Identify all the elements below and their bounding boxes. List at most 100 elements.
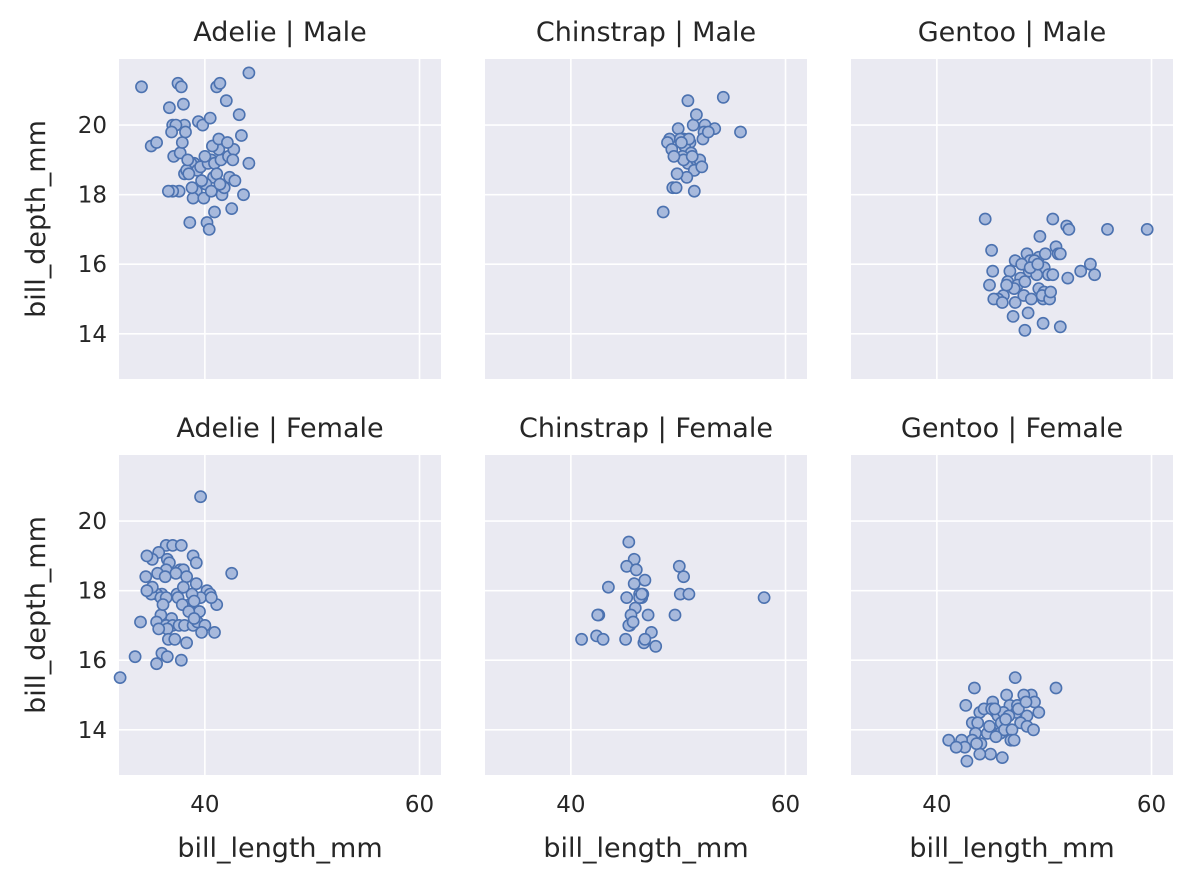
data-point [1005, 723, 1019, 737]
data-point [219, 94, 233, 108]
data-point [641, 608, 655, 622]
data-point [1046, 212, 1060, 226]
data-point [670, 167, 684, 181]
panel-title: Gentoo | Male [918, 17, 1107, 48]
data-point [635, 587, 649, 601]
data-point [1000, 688, 1013, 702]
data-point [1007, 733, 1021, 747]
data-point [140, 549, 154, 563]
data-point [757, 591, 771, 604]
data-point [1140, 222, 1154, 236]
data-point [195, 625, 208, 639]
data-point [983, 719, 996, 733]
data-point [204, 591, 218, 604]
data-point [638, 573, 652, 587]
data-point [186, 191, 200, 205]
data-point [1088, 268, 1101, 282]
data-point [949, 740, 963, 754]
data-point [674, 136, 688, 149]
data-point [163, 101, 176, 115]
panel-background [851, 455, 1173, 775]
data-point [160, 650, 174, 664]
data-point [626, 615, 640, 629]
data-point [150, 136, 163, 149]
y-axis-label: bill_depth_mm [21, 516, 52, 714]
x-axis-label: bill_length_mm [543, 833, 748, 864]
data-point [973, 747, 987, 761]
data-point [1006, 309, 1020, 323]
data-point [1049, 681, 1063, 695]
data-point [984, 747, 997, 761]
data-point [627, 577, 641, 591]
x-axis-label: bill_length_mm [909, 833, 1114, 864]
data-point [221, 136, 234, 149]
data-point [179, 125, 192, 139]
data-point [671, 122, 685, 135]
data-point [983, 278, 996, 292]
data-point [183, 216, 197, 229]
data-point [1053, 247, 1067, 261]
data-point [681, 94, 695, 108]
data-point [629, 563, 643, 577]
y-axis-label: bill_depth_mm [21, 120, 52, 318]
data-point [128, 650, 142, 664]
x-tick-label: 40 [190, 792, 219, 818]
data-point [701, 125, 715, 139]
y-tick-label: 20 [78, 113, 107, 139]
data-point [988, 702, 1002, 716]
data-point [1021, 306, 1035, 320]
y-tick-label: 20 [78, 509, 107, 535]
data-point [208, 205, 221, 219]
x-tick-label: 60 [1137, 792, 1166, 818]
data-point [169, 566, 183, 580]
data-point [995, 296, 1009, 309]
data-point [195, 174, 208, 188]
data-point [686, 118, 700, 132]
data-point [242, 156, 256, 170]
data-point [1038, 247, 1052, 261]
data-point [985, 243, 998, 257]
data-point [1008, 671, 1022, 684]
data-point [667, 150, 681, 163]
x-axis-label: bill_length_mm [177, 833, 382, 864]
data-point [165, 125, 178, 139]
data-point [970, 737, 983, 751]
panel-title: Gentoo | Female [901, 413, 1123, 444]
x-tick-label: 40 [922, 792, 951, 818]
data-point [213, 76, 227, 90]
data-point [208, 625, 221, 639]
data-point [174, 539, 188, 552]
data-point [185, 181, 199, 195]
data-point [591, 608, 605, 622]
facet-panel-adelie-female: Adelie | Female 14 16 18 20 bill_depth_mm 40 60… [21, 413, 441, 864]
data-point [180, 570, 193, 584]
data-point [1083, 257, 1097, 271]
panel-title: Adelie | Female [176, 413, 383, 444]
data-point [1046, 268, 1060, 282]
x-tick-label: 40 [556, 792, 585, 818]
panel-background [851, 59, 1173, 379]
data-point [162, 184, 175, 198]
y-tick-label: 14 [78, 718, 107, 744]
data-point [620, 591, 634, 604]
data-point [1027, 723, 1040, 737]
facet-panel-adelie-male: Adelie | Male 14 16 18 20 bill_depth_mm [21, 17, 441, 379]
data-point [1061, 271, 1075, 285]
data-point [1036, 316, 1050, 330]
data-point [152, 622, 166, 636]
data-point [198, 150, 212, 163]
data-point [668, 608, 682, 622]
data-point [203, 111, 217, 125]
panel-background [485, 59, 807, 379]
data-point [672, 559, 686, 573]
data-point [189, 577, 203, 591]
data-point [677, 570, 690, 584]
data-point [187, 594, 201, 608]
data-point [113, 671, 127, 684]
data-point [1024, 292, 1038, 306]
data-point [182, 167, 196, 181]
data-point [194, 490, 207, 504]
data-point [228, 174, 242, 188]
data-point [1031, 257, 1045, 271]
